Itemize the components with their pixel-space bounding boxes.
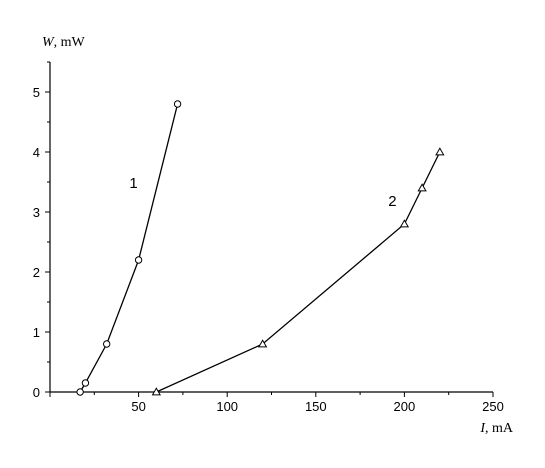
y-tick-label: 5: [33, 85, 40, 100]
x-axis-title: I, mA: [479, 421, 514, 436]
x-axis-symbol: I: [479, 421, 486, 436]
x-tick-label: 50: [131, 399, 145, 414]
data-point: [173, 100, 182, 108]
y-axis-symbol: W: [42, 35, 55, 50]
y-tick-label: 4: [33, 145, 40, 160]
data-point: [103, 340, 111, 348]
y-tick-label: 3: [33, 205, 40, 220]
y-tick-label: 0: [33, 385, 40, 400]
series-1: 1: [76, 100, 182, 396]
data-point: [81, 379, 90, 387]
data-point: [151, 387, 161, 396]
data-point: [257, 339, 268, 348]
series-line: [156, 151, 441, 393]
data-point: [417, 183, 427, 192]
x-ticks: 50 100 150 200 250: [49, 392, 504, 414]
series-line: [79, 103, 179, 393]
series-2: 2: [151, 147, 445, 396]
x-tick-label: 250: [482, 399, 504, 414]
y-axis-unit: , mW: [54, 35, 86, 50]
x-tick-label: 200: [394, 399, 416, 414]
data-point: [134, 256, 143, 264]
x-tick-label: 100: [216, 399, 238, 414]
y-axis-title: W, mW: [42, 35, 86, 50]
series-label: 2: [388, 193, 396, 210]
y-tick-label: 1: [33, 325, 40, 340]
series-layer: 12: [76, 100, 445, 396]
x-axis-unit: , mA: [485, 421, 514, 436]
data-point: [399, 219, 410, 228]
x-tick-label: 150: [305, 399, 327, 414]
y-ticks: 0 1 2 3 4 5: [33, 61, 50, 400]
data-point: [435, 147, 445, 156]
data-point: [76, 388, 84, 396]
series-label: 1: [129, 175, 137, 192]
y-tick-label: 2: [33, 265, 40, 280]
